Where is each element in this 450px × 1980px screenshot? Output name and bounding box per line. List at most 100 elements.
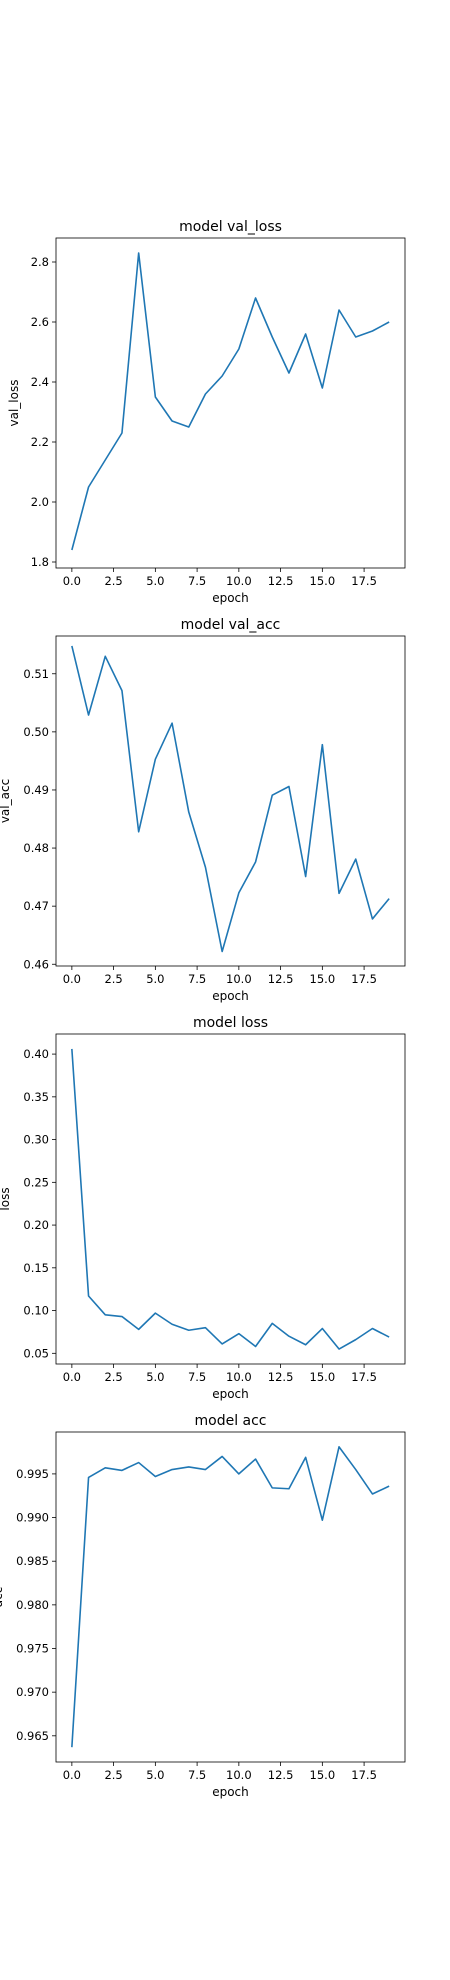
data-point [221,950,223,952]
data-point [388,1336,390,1338]
data-point [188,426,190,428]
data-point [188,1329,190,1331]
data-point [204,866,206,868]
axes-frame [55,1431,406,1763]
data-point [221,1343,223,1345]
chart-4: model acc 0.0 2.5 5.0 7.5 10.0 12.5 15.0 17.5 0.9… [0,1413,406,1799]
data-point [88,714,90,716]
data-point [321,1519,323,1521]
data-point [221,375,223,377]
chart-title: model loss [193,1015,268,1031]
data-point [121,1316,123,1318]
data-point [271,1487,273,1489]
data-point [355,858,357,860]
chart-1: model val_loss 0.0 2.5 5.0 7.5 10.0 12.5 15.0 17… [7,219,406,605]
y-tick-label: 0.51 [23,667,49,681]
chart-2: model val_acc 0.0 2.5 5.0 7.5 10.0 12.5 15.0 17.… [0,617,406,1003]
data-point [138,1462,140,1464]
x-tick-label: 5.0 [146,1370,164,1384]
x-tick-label: 17.5 [351,1768,377,1782]
x-tick-label: 0.0 [63,574,81,588]
data-point [371,330,373,332]
data-point [255,297,257,299]
y-tick-label: 2.8 [31,255,49,269]
x-tick-label: 2.5 [104,574,122,588]
data-point [171,420,173,422]
y-tick-label: 0.25 [23,1175,49,1189]
data-point [288,1335,290,1337]
data-point [88,486,90,488]
data-point [71,549,73,551]
data-point [171,1323,173,1325]
y-tick-label: 0.985 [16,1554,49,1568]
chart-title: model val_loss [179,219,282,235]
x-tick-label: 0.0 [63,972,81,986]
series-line [71,645,390,953]
data-point [338,309,340,311]
data-point [154,758,156,760]
data-point [338,1446,340,1448]
y-axis-label: val_loss [7,380,21,427]
data-point [288,372,290,374]
x-tick-label: 0.0 [63,1768,81,1782]
data-point [171,1469,173,1471]
data-point [104,1314,106,1316]
axes-frame [55,635,406,967]
data-point [171,722,173,724]
x-tick-label: 12.5 [268,1370,294,1384]
x-tick-label: 12.5 [268,972,294,986]
x-tick-label: 12.5 [268,574,294,588]
x-axis-label: epoch [212,1785,249,1799]
x-axis-label: epoch [212,989,249,1003]
data-point [121,1469,123,1471]
data-point [204,1327,206,1329]
data-point [355,336,357,338]
data-point [288,1488,290,1490]
data-point [138,831,140,833]
y-tick-label: 2.2 [31,435,49,449]
y-tick-label: 0.990 [16,1511,49,1525]
y-tick-label: 0.965 [16,1729,49,1743]
x-tick-label: 17.5 [351,1370,377,1384]
data-point [238,348,240,350]
x-tick-label: 15.0 [310,574,336,588]
y-tick-label: 2.6 [31,315,49,329]
x-tick-label: 5.0 [146,972,164,986]
data-point [121,690,123,692]
data-point [104,459,106,461]
data-point [121,432,123,434]
y-tick-label: 0.05 [23,1346,49,1360]
x-tick-label: 7.5 [188,1370,206,1384]
y-tick-label: 0.48 [23,841,49,855]
data-point [88,1295,90,1297]
data-point [371,1328,373,1330]
data-point [104,1467,106,1469]
data-point [71,645,73,647]
data-point [255,861,257,863]
y-tick-label: 0.980 [16,1598,49,1612]
y-tick-label: 0.995 [16,1467,49,1481]
y-tick-label: 0.35 [23,1090,49,1104]
y-tick-label: 0.975 [16,1642,49,1656]
y-tick-label: 0.40 [23,1047,49,1061]
data-point [154,1476,156,1478]
data-point [388,898,390,900]
data-point [338,1348,340,1350]
y-tick-label: 0.47 [23,899,49,913]
data-point [355,1339,357,1341]
data-point [305,876,307,878]
series-line [71,1048,390,1350]
y-tick-label: 0.970 [16,1685,49,1699]
y-axis-label: val_acc [0,779,12,823]
x-tick-label: 15.0 [310,1768,336,1782]
data-point [388,321,390,323]
x-tick-label: 17.5 [351,972,377,986]
x-tick-label: 12.5 [268,1768,294,1782]
x-tick-label: 5.0 [146,1768,164,1782]
data-point [338,892,340,894]
y-axis-label: loss [0,1187,12,1210]
data-point [71,1048,73,1050]
data-point [388,1485,390,1487]
y-tick-label: 1.8 [31,555,49,569]
